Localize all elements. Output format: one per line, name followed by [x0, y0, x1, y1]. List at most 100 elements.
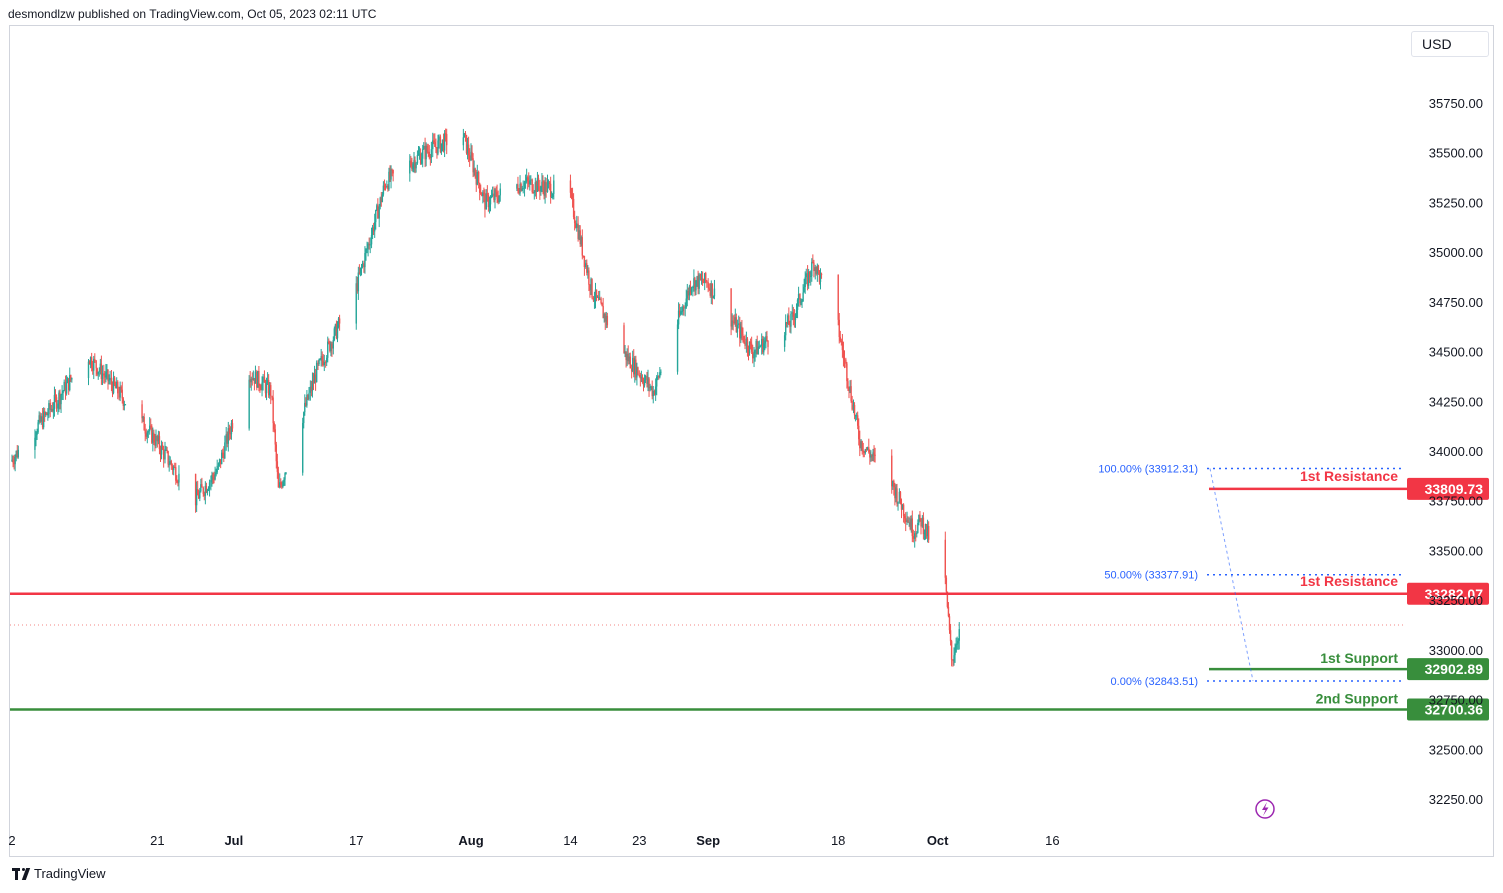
lightning-bolt-icon[interactable]: [1255, 799, 1275, 819]
candle-body: [388, 171, 390, 190]
candle-body: [905, 518, 907, 523]
candle-body: [46, 412, 48, 415]
candle-body: [110, 377, 113, 385]
candle-body: [471, 151, 473, 159]
candle-body: [902, 504, 905, 516]
candle-body: [643, 379, 646, 386]
candle-body: [355, 283, 357, 324]
candle-body: [852, 405, 855, 410]
tradingview-footer: TradingView: [12, 866, 106, 881]
candle-body: [432, 140, 434, 150]
candle-body: [944, 539, 946, 578]
candle-body: [767, 340, 769, 347]
candle-body: [376, 205, 378, 210]
candle-body: [535, 182, 538, 192]
candle-body: [479, 183, 481, 193]
candle-body: [64, 381, 67, 394]
candle-body: [390, 169, 392, 180]
candle-body: [533, 191, 535, 193]
candle-body: [518, 191, 520, 194]
candle-body: [229, 433, 232, 435]
candle-body: [704, 273, 706, 283]
candle-body: [106, 369, 108, 373]
candle-body: [678, 310, 681, 315]
x-tick-label: 17: [349, 833, 363, 848]
y-tick-label: 34500.00: [1429, 345, 1483, 360]
candle-body: [873, 452, 875, 455]
candle-body: [113, 377, 116, 385]
candle-body: [322, 360, 324, 366]
candle-body: [482, 192, 484, 197]
candle-body: [757, 346, 759, 355]
candle-body: [277, 472, 280, 488]
candle-body: [596, 296, 599, 298]
candle-body: [603, 313, 605, 319]
candle-body: [444, 133, 447, 135]
candle-body: [252, 378, 255, 380]
candle-body: [173, 467, 175, 471]
candle-body: [326, 357, 328, 363]
candle-body: [307, 394, 309, 400]
candle-body: [926, 526, 929, 537]
candle-body: [948, 616, 951, 631]
candle-body: [817, 265, 820, 271]
candle-body: [797, 293, 800, 300]
fib-level-label: 0.00% (32843.51): [1111, 676, 1198, 688]
candle-body: [795, 309, 798, 315]
candle-body: [650, 386, 652, 388]
x-tick-label: Aug: [458, 833, 483, 848]
candle-body: [436, 147, 438, 154]
candle-body: [699, 274, 702, 280]
candle-body: [865, 449, 868, 451]
candle-body: [697, 276, 699, 289]
candle-body: [657, 376, 659, 378]
candle-body: [861, 441, 863, 451]
candle-body: [142, 416, 144, 419]
candle-body: [945, 577, 948, 592]
candle-body: [119, 386, 121, 398]
candle-body: [412, 163, 414, 170]
candle-body: [438, 136, 440, 141]
candle-body: [894, 487, 896, 499]
candle-body: [955, 644, 957, 653]
candle-body: [519, 183, 521, 194]
candle-body: [427, 151, 429, 153]
candle-body: [49, 403, 51, 410]
candle-body: [39, 415, 41, 422]
candle-body: [630, 368, 633, 372]
candle-body: [589, 284, 591, 290]
candle-body: [280, 482, 282, 485]
candle-body: [806, 273, 809, 286]
candle-body: [653, 390, 656, 395]
candle-body: [585, 263, 587, 268]
candle-body: [575, 223, 577, 228]
candle-body: [285, 472, 287, 474]
candle-body: [588, 270, 590, 285]
currency-selector[interactable]: USD: [1411, 31, 1489, 57]
candle-body: [69, 375, 71, 391]
candle-body: [223, 453, 225, 459]
candle-body: [847, 381, 849, 387]
candle-body: [793, 316, 796, 320]
tradingview-logo-icon: [12, 867, 31, 880]
candle-body: [283, 479, 285, 482]
candle-body: [275, 444, 277, 462]
candle-body: [159, 449, 162, 455]
candle-body: [911, 518, 913, 537]
candle-body: [413, 160, 415, 164]
candle-body: [171, 465, 174, 471]
candle-body: [161, 445, 164, 450]
candle-body: [569, 180, 572, 193]
candle-body: [800, 302, 802, 304]
candle-body: [693, 278, 695, 287]
candle-body: [36, 432, 38, 436]
candle-body: [62, 391, 64, 393]
candle-body: [486, 193, 489, 195]
candle-body: [625, 351, 627, 361]
candle-body: [694, 278, 696, 291]
candle-body: [118, 393, 120, 398]
candle-body: [765, 336, 767, 341]
candle-body: [792, 312, 795, 317]
candle-body: [895, 488, 897, 499]
